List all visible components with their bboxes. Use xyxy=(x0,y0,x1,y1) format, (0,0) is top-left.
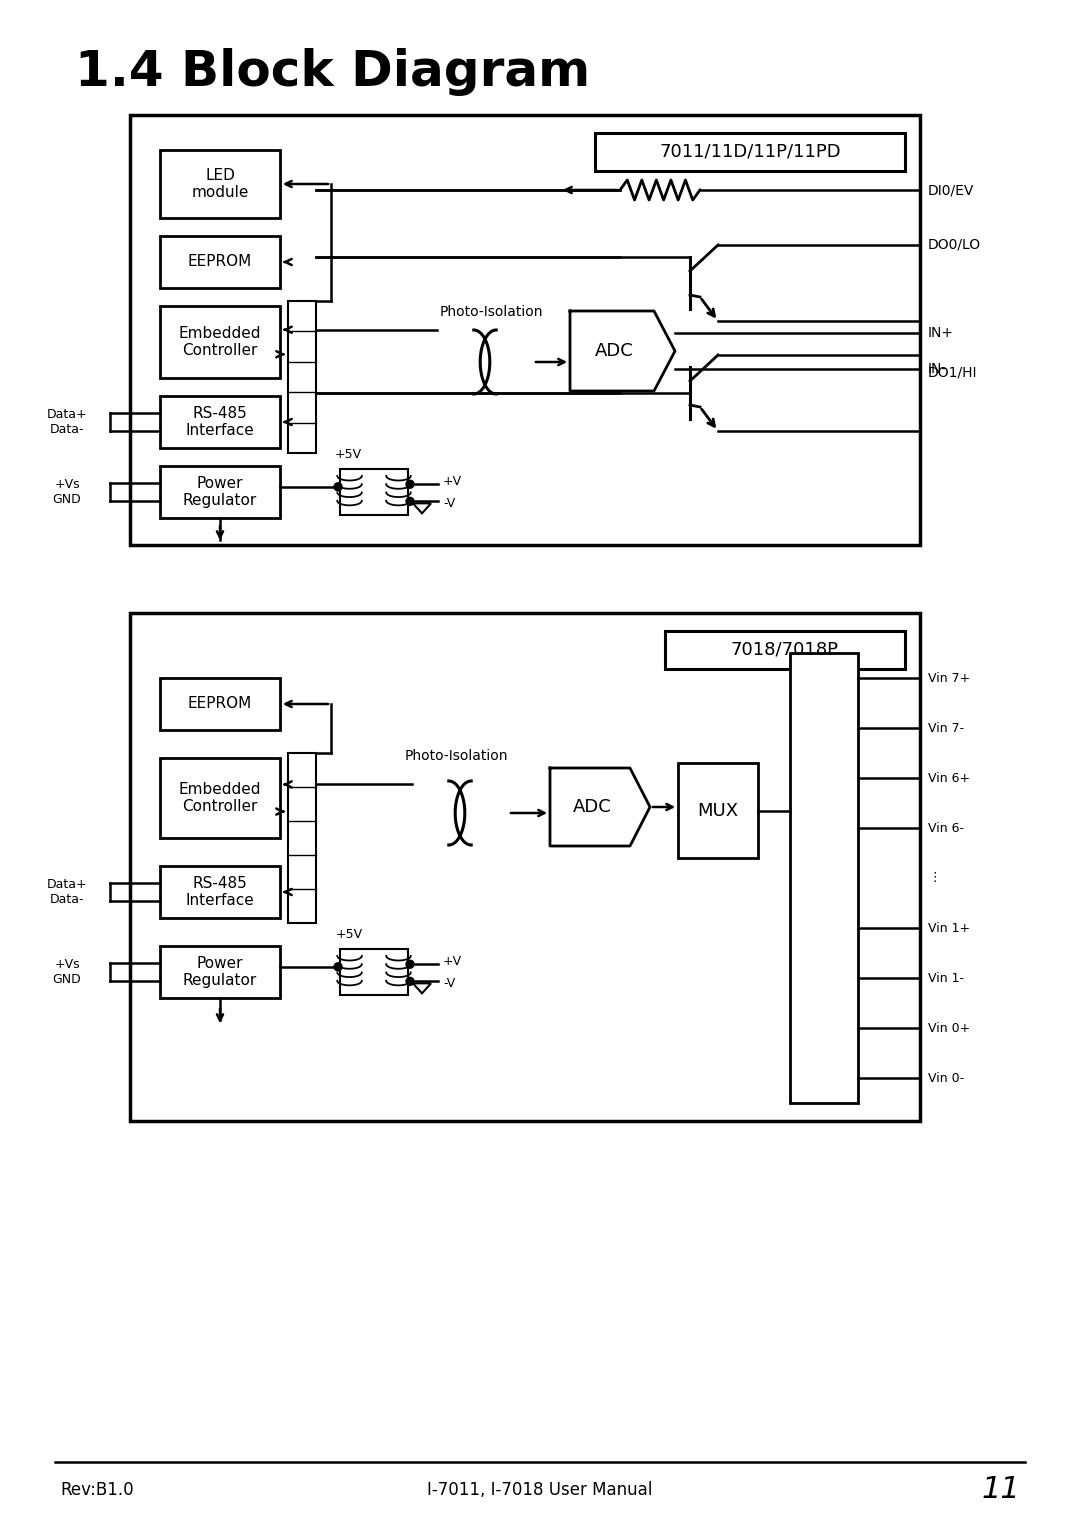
Text: Embedded
Controller: Embedded Controller xyxy=(179,782,261,814)
Bar xyxy=(160,466,280,518)
Bar xyxy=(789,654,858,1102)
Text: LED
module: LED module xyxy=(191,168,248,200)
Text: Vin 0+: Vin 0+ xyxy=(928,1022,970,1034)
Text: Vin 7+: Vin 7+ xyxy=(928,672,970,684)
Text: +Vs
GND: +Vs GND xyxy=(53,957,81,986)
Text: DI0/EV: DI0/EV xyxy=(928,183,974,197)
Bar xyxy=(288,301,316,454)
Bar xyxy=(130,115,920,545)
Text: Photo-Isolation: Photo-Isolation xyxy=(440,305,543,319)
Text: Embedded
Controller: Embedded Controller xyxy=(179,325,261,359)
Bar xyxy=(160,395,280,447)
Bar xyxy=(160,305,280,379)
Circle shape xyxy=(406,960,414,968)
Text: ADC: ADC xyxy=(572,799,611,815)
Text: ⋮: ⋮ xyxy=(928,872,941,884)
Bar xyxy=(160,678,280,730)
Text: 11: 11 xyxy=(982,1475,1020,1504)
Text: Vin 6-: Vin 6- xyxy=(928,822,964,834)
Bar xyxy=(340,469,408,515)
Text: 7018/7018P: 7018/7018P xyxy=(731,641,839,660)
Text: -V: -V xyxy=(443,977,456,991)
Circle shape xyxy=(334,483,342,490)
Text: +V: +V xyxy=(443,954,462,968)
Circle shape xyxy=(334,964,342,971)
Text: Photo-Isolation: Photo-Isolation xyxy=(405,750,509,764)
Text: Power
Regulator: Power Regulator xyxy=(183,956,257,988)
Text: ADC: ADC xyxy=(595,342,634,360)
Circle shape xyxy=(406,977,414,985)
Text: DO0/LO: DO0/LO xyxy=(928,238,981,252)
Text: EEPROM: EEPROM xyxy=(188,255,252,269)
Text: IN+: IN+ xyxy=(928,327,954,341)
Bar xyxy=(130,612,920,1121)
Bar xyxy=(160,150,280,218)
Text: IN-: IN- xyxy=(928,362,947,376)
Text: 1.4 Block Diagram: 1.4 Block Diagram xyxy=(75,47,591,96)
Text: Power
Regulator: Power Regulator xyxy=(183,476,257,508)
Text: Vin 0-: Vin 0- xyxy=(928,1072,964,1084)
Text: Vin 1-: Vin 1- xyxy=(928,971,964,985)
Text: RS-485
Interface: RS-485 Interface xyxy=(186,876,255,909)
Text: 7011/11D/11P/11PD: 7011/11D/11P/11PD xyxy=(659,144,841,160)
Text: DO1/HI: DO1/HI xyxy=(928,366,977,380)
Text: Vin 6+: Vin 6+ xyxy=(928,771,970,785)
Text: EEPROM: EEPROM xyxy=(188,696,252,712)
Text: +V: +V xyxy=(443,475,462,489)
Bar xyxy=(160,237,280,289)
Bar xyxy=(160,947,280,999)
Circle shape xyxy=(406,479,414,489)
Text: +5V: +5V xyxy=(335,447,362,461)
Text: Vin 7-: Vin 7- xyxy=(928,721,964,734)
Text: Rev:B1.0: Rev:B1.0 xyxy=(60,1481,134,1500)
Bar xyxy=(678,764,758,858)
Bar xyxy=(288,753,316,922)
Text: +5V: +5V xyxy=(336,927,363,941)
Text: -V: -V xyxy=(443,498,456,510)
Text: Data+
Data-: Data+ Data- xyxy=(46,408,87,437)
Circle shape xyxy=(406,498,414,505)
Bar xyxy=(665,631,905,669)
Bar xyxy=(160,757,280,838)
Text: MUX: MUX xyxy=(698,802,739,820)
Bar xyxy=(340,948,408,996)
Text: Data+
Data-: Data+ Data- xyxy=(46,878,87,906)
Bar xyxy=(160,866,280,918)
Text: RS-485
Interface: RS-485 Interface xyxy=(186,406,255,438)
Text: I-7011, I-7018 User Manual: I-7011, I-7018 User Manual xyxy=(428,1481,652,1500)
Text: +Vs
GND: +Vs GND xyxy=(53,478,81,505)
Text: Vin 1+: Vin 1+ xyxy=(928,921,970,935)
Bar xyxy=(595,133,905,171)
